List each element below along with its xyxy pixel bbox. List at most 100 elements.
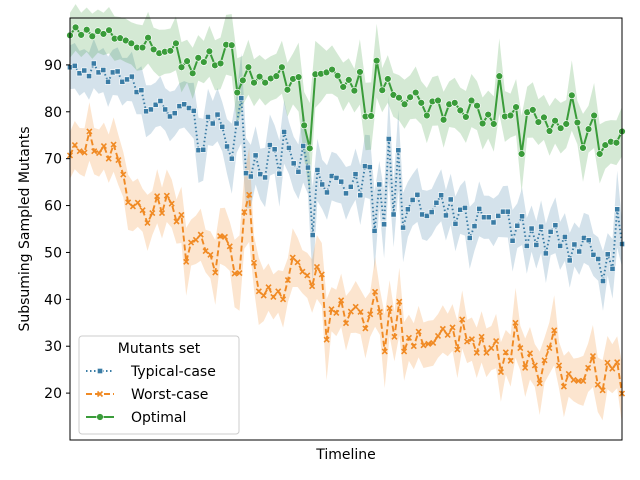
optimal-point (88, 32, 97, 40)
optimal-markers (66, 23, 626, 158)
optimal-point (534, 118, 543, 126)
worst-case-point (526, 350, 534, 357)
typical-case-point (590, 251, 597, 258)
worst-case-point (134, 199, 141, 206)
optimal-point (188, 69, 197, 78)
typical-case-point (438, 192, 445, 199)
worst-case-point (255, 288, 262, 295)
typical-case-point (457, 206, 464, 213)
optimal-point (378, 86, 386, 94)
worst-case-point (76, 148, 83, 155)
typical-case-point (252, 152, 259, 159)
worst-case-point (483, 349, 490, 356)
worst-case-point (217, 232, 224, 240)
optimal-point (495, 72, 504, 80)
y-tick-label: 80 (44, 105, 62, 121)
worst-case-point (212, 269, 219, 276)
optimal-point (512, 103, 520, 111)
worst-case-point (473, 349, 480, 356)
worst-case-point (425, 340, 432, 347)
worst-case-point (86, 128, 93, 135)
y-axis-label: Subsuming Sampled Mutants (17, 126, 33, 331)
typical-case-point (538, 223, 545, 230)
typical-case-point (547, 228, 554, 235)
typical-case-point (224, 143, 230, 150)
typical-case-point (357, 192, 364, 199)
worst-case-point (405, 334, 413, 341)
typical-case-point (285, 144, 292, 151)
worst-case-point (328, 306, 335, 313)
typical-case-point (295, 168, 302, 175)
worst-case-point (502, 349, 509, 356)
worst-case-point (168, 200, 175, 207)
worst-case-point (434, 332, 442, 339)
optimal-point (138, 43, 147, 52)
optimal-point (149, 45, 158, 54)
typical-case-point (209, 120, 216, 127)
optimal-point (333, 71, 342, 80)
typical-case-point (276, 170, 283, 177)
worst-case-point (430, 339, 437, 347)
typical-case-point (404, 206, 411, 213)
typical-case-point (181, 101, 188, 108)
y-axis: 20 30 40 50 60 70 80 90 (44, 58, 70, 402)
optimal-point (456, 106, 465, 115)
typical-case-point (305, 164, 311, 171)
optimal-point (356, 68, 364, 76)
worst-case-point (604, 359, 611, 366)
typical-case-point (143, 108, 150, 115)
optimal-point (244, 63, 253, 71)
typical-case-point (604, 251, 611, 258)
optimal-point (384, 75, 392, 83)
typical-case-point (238, 95, 245, 102)
worst-case-point (207, 251, 214, 258)
typical-case-point (400, 224, 407, 231)
worst-case-point (541, 357, 548, 364)
optimal-point (556, 124, 565, 132)
worst-case-point (386, 305, 393, 312)
optimal-point (278, 63, 286, 71)
typical-case-point (557, 242, 564, 249)
optimal-point (545, 127, 554, 135)
typical-case-point (347, 183, 354, 190)
optimal-point (462, 113, 470, 121)
legend-typical-case-point (97, 368, 103, 374)
worst-case-point (488, 345, 495, 352)
typical-case-point (595, 256, 602, 262)
typical-case-point (504, 208, 511, 215)
typical-case-point (105, 78, 111, 85)
x-axis-label: Timeline (315, 447, 376, 463)
legend-label: Optimal (131, 410, 186, 426)
optimal-point (395, 94, 403, 102)
y-tick-label: 90 (44, 58, 62, 74)
worst-case-point (231, 270, 238, 277)
typical-case-point (609, 265, 616, 272)
optimal-point (294, 73, 303, 81)
worst-case-point (493, 337, 500, 345)
worst-case-point (381, 348, 388, 355)
worst-case-point (144, 219, 151, 226)
optimal-point (99, 30, 108, 38)
y-tick-label: 20 (44, 386, 62, 402)
worst-case-point (357, 308, 364, 316)
worst-case-point (279, 296, 287, 303)
typical-case-point (71, 62, 78, 69)
typical-case-point (228, 155, 235, 162)
worst-case-point (580, 377, 587, 384)
worst-case-band (70, 102, 622, 425)
worst-case-point (342, 320, 350, 327)
typical-case-point (324, 189, 330, 196)
worst-case-point (444, 331, 451, 339)
typical-case-point (343, 190, 349, 197)
optimal-point (562, 120, 570, 128)
legend-optimal-point (96, 413, 104, 421)
typical-case-point (490, 219, 497, 226)
typical-case-point (561, 234, 568, 240)
typical-case-point (257, 171, 264, 178)
optimal-point (239, 76, 247, 85)
optimal-point (172, 39, 180, 48)
optimal-point (205, 47, 214, 55)
worst-case-point (376, 308, 383, 316)
optimal-point (417, 99, 425, 107)
